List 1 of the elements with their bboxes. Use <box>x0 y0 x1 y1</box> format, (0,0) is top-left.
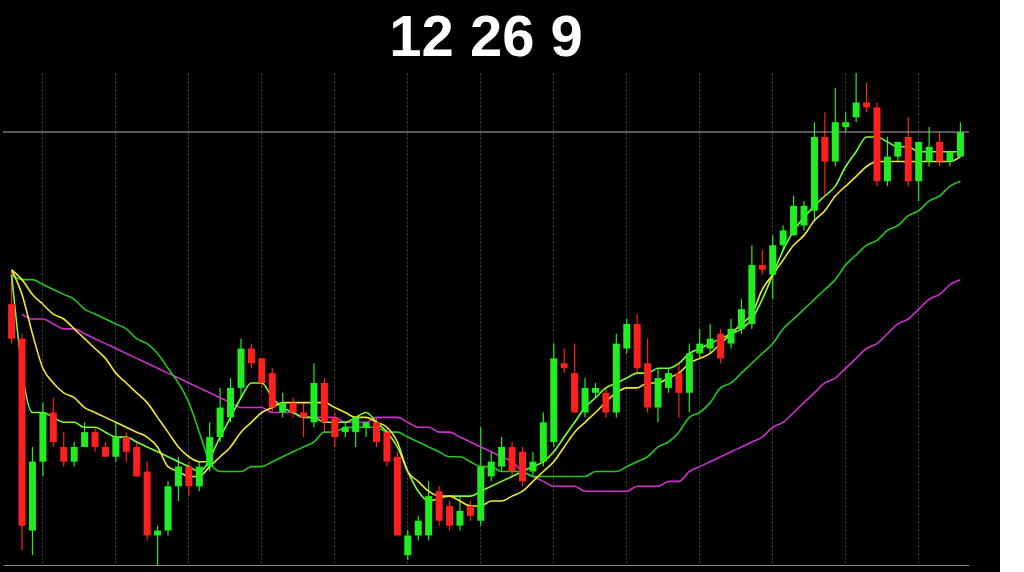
chart-title: 12 26 9 <box>389 3 583 69</box>
